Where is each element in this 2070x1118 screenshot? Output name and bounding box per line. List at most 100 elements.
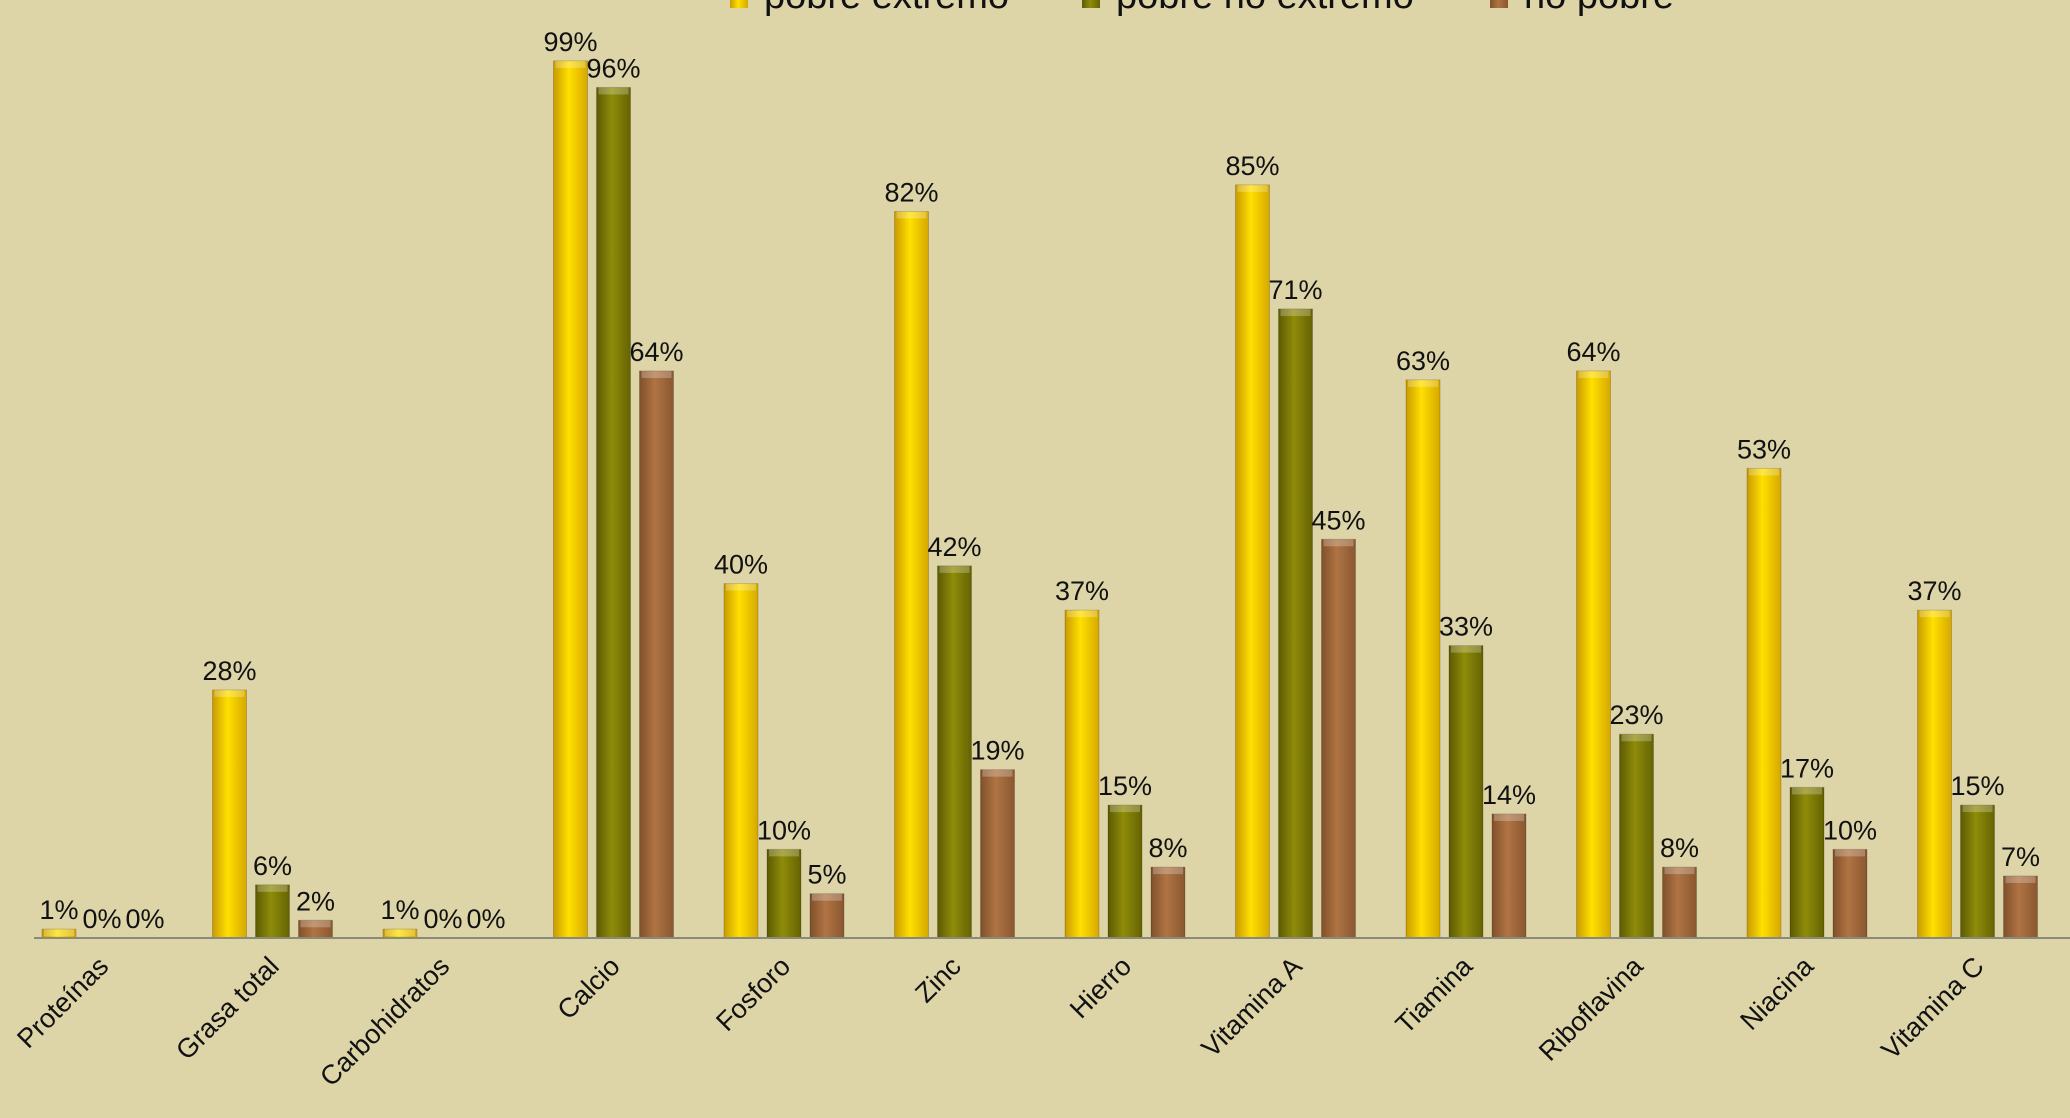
value-label-carbohidratos-s3: 0% [466, 904, 505, 934]
bar-bevel-niacina-s2 [1792, 787, 1822, 795]
legend-swatch-2 [1082, 0, 1100, 8]
value-label-carbohidratos-s1: 1% [380, 895, 419, 925]
bar-bevel-fosforo-s3 [812, 893, 842, 901]
value-label-grasa-total-s2: 6% [253, 851, 292, 881]
bar-hierro-s3 [1150, 866, 1186, 939]
bar-bevel-riboflavina-s2 [1621, 734, 1652, 742]
bar-grasa-total-s1 [212, 689, 247, 939]
value-label-riboflavina-s3: 8% [1660, 833, 1699, 863]
bar-bevel-riboflavina-s1 [1578, 370, 1609, 378]
bar-tiamina-s3 [1491, 813, 1527, 939]
bar-riboflavina-s3 [1662, 866, 1697, 939]
bar-bevel-vitamina-a-s1 [1237, 184, 1268, 192]
bar-riboflavina-s1 [1576, 370, 1611, 939]
bar-calcio-s1 [553, 60, 588, 939]
value-label-hierro-s2: 15% [1098, 771, 1152, 801]
bar-bevel-fosforo-s2 [769, 849, 799, 857]
value-label-vitamina-c-s1: 37% [1907, 576, 1961, 606]
value-label-niacina-s2: 17% [1780, 753, 1834, 783]
bar-calcio-s3 [639, 370, 674, 939]
category-label-carbohidratos: Carbohidratos [314, 951, 455, 1092]
bar-bevel-fosforo-s1 [726, 583, 756, 591]
bar-vitamina-a-s2 [1278, 308, 1313, 939]
value-label-fosforo-s1: 40% [714, 550, 768, 580]
value-label-vitamina-a-s1: 85% [1225, 151, 1279, 181]
bar-bevel-grasa-total-s1 [214, 689, 245, 697]
bar-bevel-zinc-s2 [939, 565, 970, 573]
bar-bevel-grasa-total-s2 [257, 884, 288, 892]
bar-bevel-riboflavina-s3 [1664, 867, 1695, 875]
value-label-prote-nas-s1: 1% [39, 895, 78, 925]
legend-label-3: no pobre [1524, 0, 1674, 17]
value-label-niacina-s3: 10% [1823, 815, 1877, 845]
bar-bevel-zinc-s1 [896, 211, 927, 219]
value-label-calcio-s2: 96% [586, 53, 640, 83]
bar-niacina-s2 [1789, 786, 1825, 939]
legend-label-2: pobre no extremo [1116, 0, 1414, 17]
value-label-zinc-s3: 19% [970, 736, 1024, 766]
bar-bevel-hierro-s1 [1067, 610, 1097, 618]
bar-zinc-s3 [980, 769, 1015, 939]
value-label-carbohidratos-s2: 0% [423, 904, 462, 934]
bar-niacina-s1 [1746, 467, 1782, 939]
bar-bevel-tiamina-s2 [1451, 645, 1481, 653]
bar-tiamina-s1 [1405, 379, 1441, 939]
bar-bevel-hierro-s3 [1153, 867, 1183, 875]
category-label-niacina: Niacina [1734, 950, 1820, 1036]
bar-niacina-s3 [1832, 848, 1868, 939]
value-label-vitamina-c-s3: 7% [2001, 842, 2040, 872]
value-label-hierro-s3: 8% [1148, 833, 1187, 863]
bar-bevel-tiamina-s3 [1494, 813, 1524, 821]
bar-riboflavina-s2 [1619, 733, 1654, 939]
value-label-riboflavina-s1: 64% [1566, 337, 1620, 367]
value-label-calcio-s1: 99% [543, 27, 597, 57]
value-label-calcio-s3: 64% [629, 337, 683, 367]
bar-bevel-niacina-s1 [1749, 468, 1779, 476]
bar-bevel-carbohidratos-s1 [385, 929, 415, 937]
value-label-grasa-total-s1: 28% [202, 656, 256, 686]
bar-hierro-s2 [1107, 804, 1143, 939]
bar-zinc-s2 [937, 565, 972, 939]
bar-vitamina-a-s3 [1321, 538, 1356, 939]
legend: pobre extremo pobre no extremo no pobre [730, 0, 1674, 17]
bar-vitamina-a-s1 [1235, 184, 1270, 939]
value-label-niacina-s1: 53% [1737, 434, 1791, 464]
value-labels-group: 1% 0% 0%28%6%2% 1% 0% 0%99%96%64%40%10%5%82%4… [39, 27, 2040, 934]
bar-bevel-niacina-s3 [1835, 849, 1865, 857]
bar-bevel-grasa-total-s3 [300, 920, 331, 928]
category-label-prote-nas: Proteínas [11, 951, 114, 1054]
bar-bevel-tiamina-s1 [1408, 379, 1438, 387]
bar-vitamina-c-s2 [1960, 804, 1995, 939]
category-label-zinc: Zinc [909, 951, 966, 1008]
value-label-zinc-s1: 82% [884, 177, 938, 207]
category-label-calcio: Calcio [551, 951, 625, 1025]
bar-vitamina-c-s3 [2003, 875, 2038, 939]
bar-calcio-s2 [596, 86, 631, 939]
bar-vitamina-c-s1 [1917, 609, 1952, 939]
value-label-hierro-s1: 37% [1055, 576, 1109, 606]
value-label-zinc-s2: 42% [927, 532, 981, 562]
bar-hierro-s1 [1064, 609, 1100, 939]
value-label-vitamina-c-s2: 15% [1950, 771, 2004, 801]
category-label-vitamina-c: Vitamina C [1876, 951, 1990, 1065]
bar-fosforo-s2 [766, 848, 802, 939]
category-label-riboflavina: Riboflavina [1533, 950, 1649, 1066]
bar-bevel-zinc-s3 [982, 769, 1013, 777]
value-label-vitamina-a-s2: 71% [1268, 275, 1322, 305]
value-label-vitamina-a-s3: 45% [1311, 505, 1365, 535]
value-label-tiamina-s2: 33% [1439, 612, 1493, 642]
category-label-vitamina-a: Vitamina A [1196, 951, 1308, 1063]
bar-bevel-vitamina-c-s1 [1919, 610, 1950, 618]
bar-bevel-vitamina-c-s2 [1962, 805, 1993, 813]
bar-bevel-prote-nas-s1 [44, 929, 74, 937]
bar-bevel-hierro-s2 [1110, 805, 1140, 813]
value-label-prote-nas-s2: 0% [82, 904, 121, 934]
bars-group [41, 60, 2038, 939]
legend-swatch-1 [730, 0, 748, 8]
bar-zinc-s1 [894, 210, 929, 939]
legend-label-1: pobre extremo [764, 0, 1009, 17]
bar-bevel-vitamina-a-s3 [1323, 539, 1354, 547]
bar-bevel-calcio-s1 [555, 60, 586, 68]
